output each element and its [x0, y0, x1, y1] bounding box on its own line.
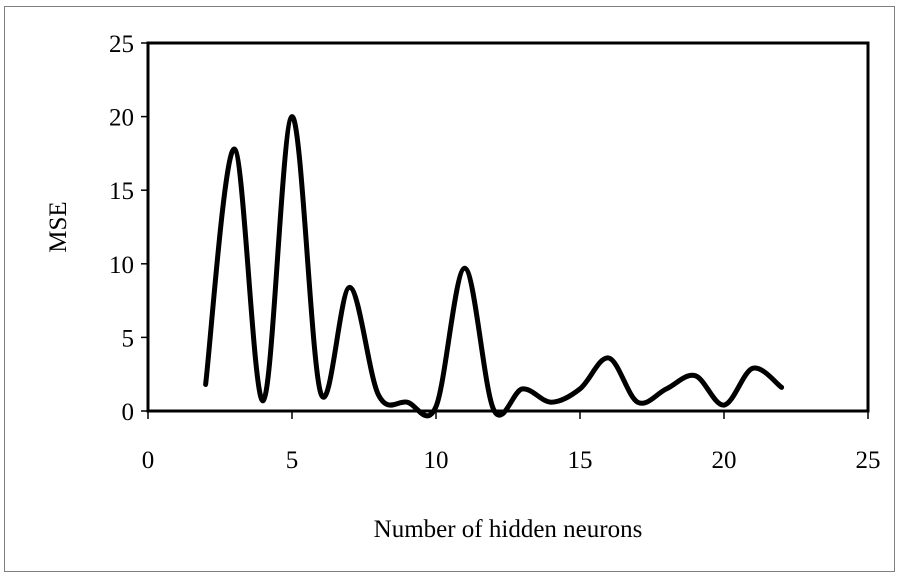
y-tick-label: 5 [122, 325, 135, 352]
y-tick-label: 15 [109, 178, 134, 205]
series-line [203, 114, 785, 419]
x-tick-label: 15 [568, 447, 593, 474]
x-tick-label: 20 [712, 447, 737, 474]
x-tick-label: 0 [142, 447, 155, 474]
x-axis-ticks: 0 5 10 15 20 25 [142, 411, 881, 474]
x-tick-label: 25 [856, 447, 881, 474]
x-axis-title: Number of hidden neurons [374, 516, 643, 543]
y-tick-label: 10 [109, 252, 134, 279]
y-tick-label: 25 [109, 31, 134, 58]
plot-area-border [146, 41, 870, 413]
x-tick-label: 5 [286, 447, 299, 474]
chart-frame [4, 6, 895, 572]
y-axis-ticks: 0 5 10 15 20 25 [109, 31, 148, 426]
y-tick-label: 0 [122, 399, 135, 426]
y-tick-label: 20 [109, 105, 134, 132]
y-axis-title: MSE [45, 201, 72, 252]
x-tick-label: 10 [424, 447, 449, 474]
